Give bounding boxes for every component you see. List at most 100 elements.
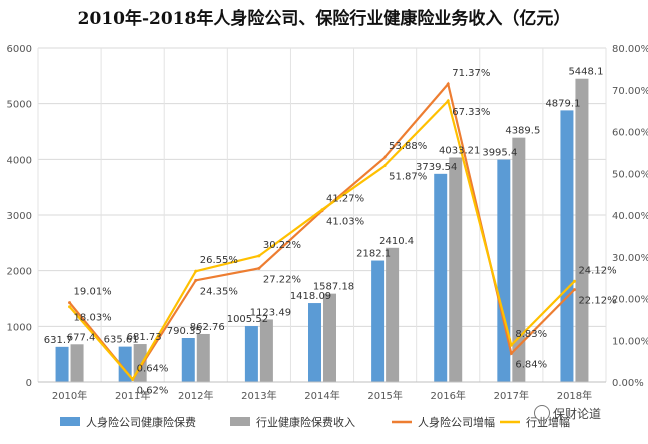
x-axis-tick: 2011年 [115,389,150,402]
legend-swatch [60,417,80,426]
line-point [68,305,72,309]
right-axis-tick: 10.00% [612,336,648,347]
line-data-label: 19.01% [74,287,112,298]
bar [244,326,258,382]
line-data-label: 26.55% [200,255,238,266]
line-data-label: 18.03% [74,313,112,324]
chart-title: 2010年-2018年人身险公司、保险行业健康险业务收入（亿元） [77,9,571,29]
bar-data-label: 3995.4 [482,148,517,159]
left-axis-tick: 1000 [7,322,32,333]
x-axis-tick: 2017年 [494,389,529,402]
line-data-label: 6.84% [515,359,547,370]
bar-data-label: 4033.21 [439,145,480,156]
line-data-label: 53.88% [389,141,427,152]
x-axis-tick: 2010年 [52,389,87,402]
right-axis-tick: 20.00% [612,295,648,306]
bar [55,346,69,382]
line-data-label: 71.37% [452,68,490,79]
bar-data-label: 4389.5 [505,126,540,137]
right-axis-tick: 30.00% [612,253,648,264]
legend-swatch [230,417,250,426]
left-axis-tick: 3000 [7,211,32,222]
line-data-label: 0.62% [137,385,169,396]
bar [196,333,210,382]
bar-data-label: 635.61 [104,335,139,346]
bar [70,344,84,382]
x-axis-tick: 2012年 [178,389,213,402]
line-data-label: 41.27% [326,194,364,205]
line-point [194,269,198,273]
line-data-label: 0.64% [137,363,169,374]
bar-data-label: 677.4 [67,332,96,343]
x-axis-tick: 2018年 [557,389,592,402]
line-point [68,301,72,305]
line-point [257,266,261,270]
left-axis-tick: 6000 [7,44,32,55]
bar-data-label: 681.73 [127,332,162,343]
line-point [446,99,450,103]
right-axis-tick: 0.00% [612,378,644,389]
line-data-label: 30.22% [263,240,301,251]
bar-data-label: 1123.49 [250,307,291,318]
bar-data-label: 1005.52 [227,314,268,325]
bar [323,293,336,382]
line-point [509,343,513,347]
bar [434,173,448,382]
legend-label: 人身险公司增幅 [418,415,495,429]
line-point [383,163,387,167]
line-data-label: 27.22% [263,274,301,285]
right-axis-tick: 70.00% [612,86,648,97]
x-axis-tick: 2016年 [430,389,465,402]
legend-label: 人身险公司健康险保费 [86,415,196,429]
bar [181,338,195,382]
bar [449,157,463,382]
watermark-logo-icon [534,405,550,421]
x-axis-tick: 2013年 [241,389,276,402]
bar-data-label: 1587.18 [313,282,354,293]
watermark: 保财论道 [534,405,601,422]
line-point [572,279,576,283]
bar-data-label: 5448.1 [568,67,603,78]
line-point [572,288,576,292]
bar-data-label: 631.7 [44,335,73,346]
line-data-label: 41.03% [326,217,364,228]
bar-data-label: 3739.54 [416,162,457,173]
bar [575,78,589,382]
right-axis-tick: 60.00% [612,128,648,139]
bar [371,260,385,382]
line-data-label: 67.33% [452,107,490,118]
right-axis-tick: 40.00% [612,211,648,222]
bar-data-label: 790.35 [167,326,202,337]
bar-data-label: 1418.09 [290,291,331,302]
bar-data-label: 4879.1 [545,98,580,109]
watermark-text: 保财论道 [553,407,602,421]
bar [560,110,574,383]
line-data-label: 24.35% [200,286,238,297]
legend-label: 行业健康险保费收入 [256,415,355,429]
bar-data-label: 2410.4 [379,236,414,247]
line-point [194,278,198,282]
line-data-label: 24.12% [578,265,616,276]
line-data-label: 22.12% [578,296,616,307]
right-axis-tick: 80.00% [612,44,648,55]
line-point [383,155,387,159]
bar [259,319,273,382]
left-axis-tick: 2000 [7,267,32,278]
right-axis-tick: 50.00% [612,169,648,180]
left-axis-tick: 4000 [7,155,32,166]
left-axis-tick: 0 [26,378,32,389]
bar-data-label: 862.76 [190,322,225,333]
bar-data-label: 2182.1 [356,249,391,260]
bar [386,247,400,382]
line-data-label: 51.87% [389,171,427,182]
left-axis-tick: 5000 [7,100,32,111]
bar [497,159,511,382]
line-point [446,82,450,86]
x-axis-tick: 2014年 [304,389,339,402]
line-point [257,254,261,258]
bar [512,137,526,382]
line-point [131,377,135,381]
line-point [320,208,324,212]
bar [308,303,321,382]
